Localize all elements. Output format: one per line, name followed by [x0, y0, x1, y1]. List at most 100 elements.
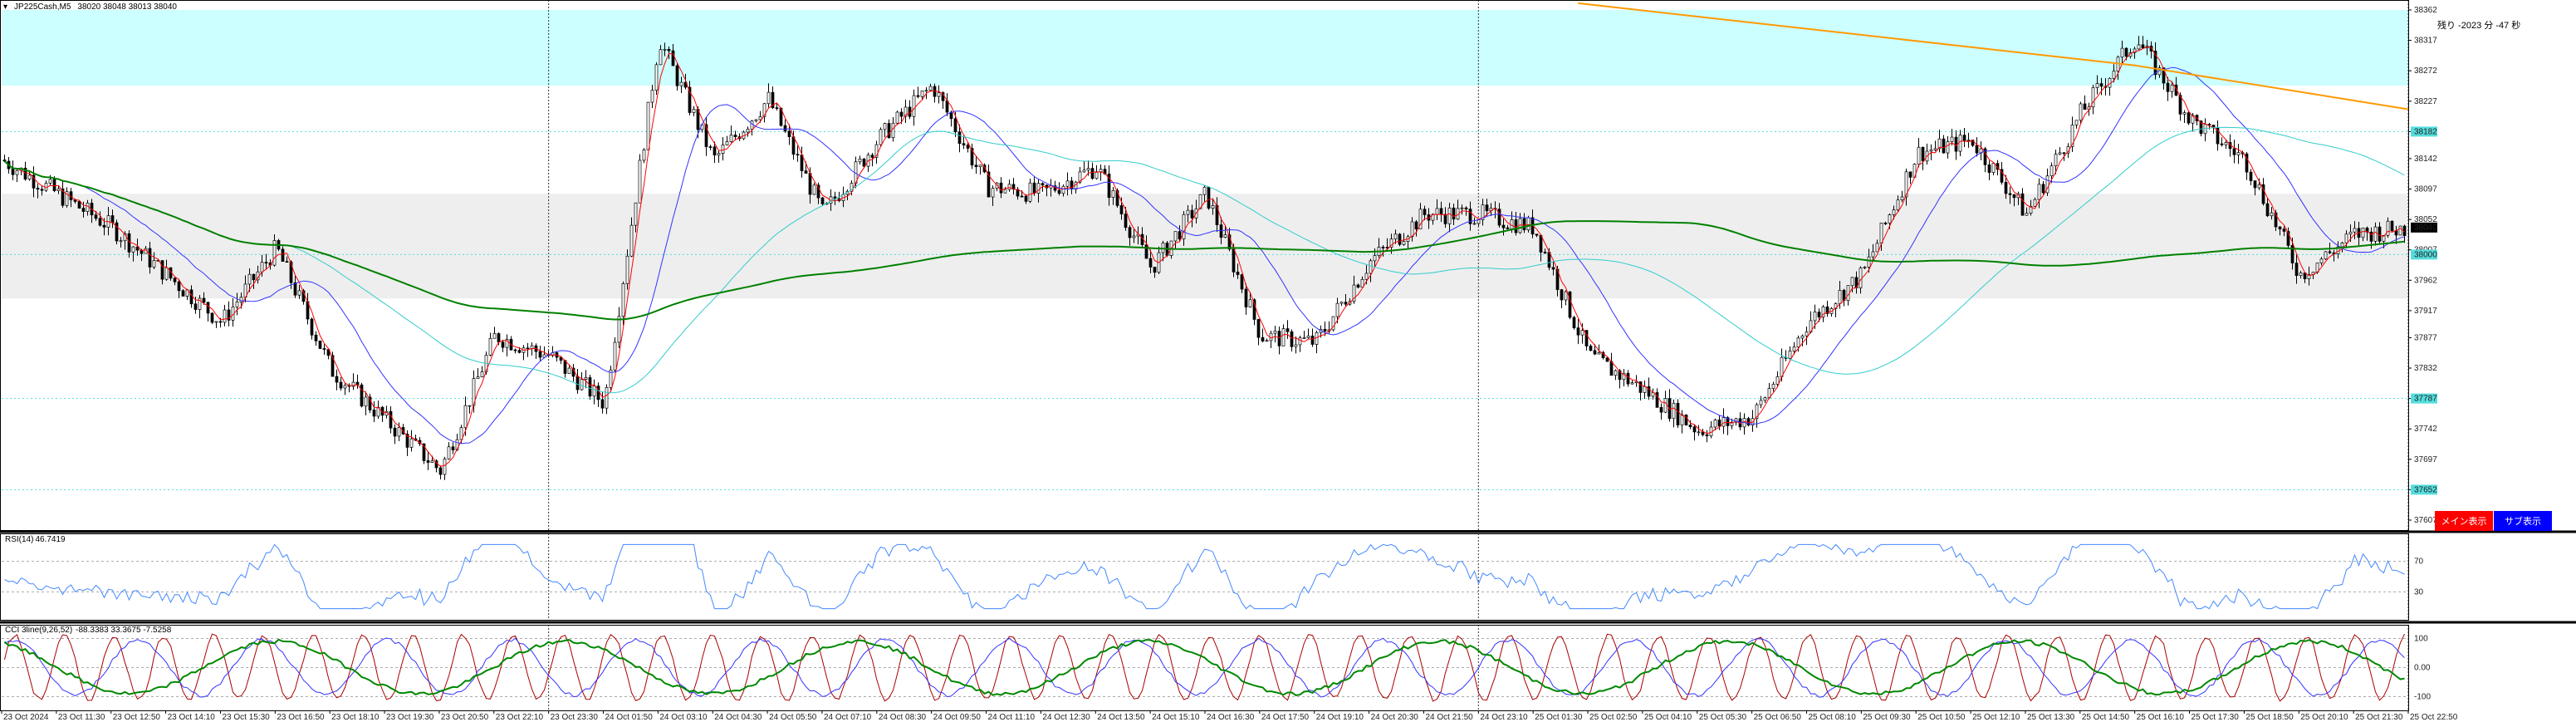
- candle-body: [2386, 220, 2390, 236]
- candle-body: [463, 405, 468, 429]
- candle-body: [1796, 337, 1800, 348]
- candle-body: [978, 165, 982, 168]
- candle-body: [1780, 356, 1784, 377]
- candle-body: [1090, 168, 1095, 179]
- candle-body: [127, 233, 131, 253]
- candle-body: [1614, 370, 1618, 376]
- candle-body: [2348, 231, 2353, 235]
- level-price-label: 37652: [2414, 485, 2437, 494]
- candle-body: [1676, 402, 1680, 425]
- chart-menu-icon[interactable]: ▾: [3, 2, 8, 12]
- price-tick-label: 37832: [2414, 364, 2437, 373]
- candle-body: [642, 150, 646, 161]
- candle-body: [858, 158, 862, 163]
- candle-body: [1643, 386, 1647, 393]
- shaded-zone: [2, 10, 2408, 86]
- ohlc-label: 38020 38048 38013 38040: [77, 2, 177, 12]
- candle-body: [1173, 231, 1178, 242]
- cci-panel[interactable]: [2, 625, 2409, 710]
- candle-body: [1896, 199, 1900, 210]
- candle-body: [671, 50, 675, 66]
- candle-body: [808, 173, 812, 195]
- candle-body: [285, 261, 289, 263]
- time-tick-label: 23 Oct 2024: [3, 713, 49, 722]
- candle-body: [1655, 392, 1659, 408]
- candle-body: [1261, 336, 1265, 341]
- candle-body: [2029, 205, 2033, 214]
- candle-body: [389, 410, 393, 429]
- candle-body: [1560, 289, 1564, 301]
- candle-body: [322, 348, 326, 350]
- candle-body: [2224, 142, 2228, 145]
- sub-view-button[interactable]: サブ表示: [2494, 511, 2552, 531]
- candle-body: [1859, 268, 1863, 288]
- time-tick-label: 25 Oct 08:10: [1809, 713, 1857, 722]
- candle-body: [1572, 317, 1576, 328]
- candle-body: [1622, 372, 1626, 381]
- current-price-box: [2411, 222, 2437, 233]
- ma-orange-line: [1578, 2, 2409, 111]
- candle-body: [318, 340, 322, 349]
- current-price-label: 38040: [2414, 223, 2437, 233]
- candle-body: [173, 278, 177, 282]
- candle-body: [239, 297, 243, 302]
- candle-body: [2191, 115, 2195, 124]
- candle-body: [804, 170, 808, 174]
- candle-body: [281, 248, 285, 263]
- candle-body: [1082, 169, 1086, 173]
- time-tick-label: 25 Oct 06:50: [1754, 713, 1802, 722]
- candle-body: [1597, 351, 1601, 355]
- main-view-button[interactable]: メイン表示: [2435, 511, 2493, 531]
- candle-body: [360, 384, 364, 407]
- time-tick-label: 25 Oct 18:50: [2245, 713, 2294, 722]
- candle-body: [1124, 214, 1128, 228]
- cci-header: CCI 3line(9,26,52) -88.3383 33.3675 -7.5…: [5, 626, 171, 635]
- time-tick-label: 25 Oct 21:30: [2355, 713, 2403, 722]
- price-panel[interactable]: [2, 0, 2409, 530]
- candle-body: [2369, 231, 2373, 242]
- candle-body: [613, 341, 617, 371]
- candle-body: [2257, 184, 2261, 189]
- candle-body: [61, 188, 65, 206]
- time-tick-label: 25 Oct 04:10: [1644, 713, 1692, 722]
- candle-body: [1443, 214, 1447, 224]
- candle-body: [2095, 83, 2099, 88]
- candle-body: [746, 128, 750, 133]
- time-axis: 23 Oct 2024 23 Oct 11:30 23 Oct 12:50 23 Oc…: [1, 710, 2458, 722]
- candle-body: [289, 261, 293, 283]
- symbol-label: JP225Cash,M5: [14, 2, 71, 12]
- candle-body: [1016, 189, 1020, 197]
- candle-body: [252, 273, 256, 281]
- price-tick-label: 37877: [2414, 333, 2437, 342]
- candle-body: [1551, 267, 1555, 270]
- candle-body: [247, 273, 252, 285]
- candle-body: [272, 240, 277, 266]
- candle-body: [480, 371, 484, 377]
- candle-body: [2141, 44, 2145, 49]
- candle-body: [2290, 245, 2294, 263]
- candle-body: [32, 174, 36, 189]
- candle-body: [1759, 400, 1763, 405]
- candle-body: [870, 155, 874, 158]
- candle-body: [102, 224, 106, 228]
- candle-body: [559, 356, 563, 361]
- cci-label: CCI 3line(9,26,52): [5, 626, 73, 635]
- rsi-panel[interactable]: [2, 533, 2409, 620]
- candle-body: [575, 376, 580, 390]
- candle-body: [1867, 256, 1871, 268]
- candle-body: [887, 123, 891, 138]
- ma-fast-line: [4, 46, 2405, 467]
- candle-body: [2182, 112, 2187, 115]
- candle-body: [1825, 306, 1829, 314]
- candle-body: [1771, 384, 1775, 389]
- candle-body: [1921, 146, 1925, 162]
- time-tick-label: 23 Oct 22:10: [496, 713, 544, 722]
- candle-body: [1838, 289, 1842, 304]
- time-tick-label: 25 Oct 01:30: [1535, 713, 1583, 722]
- time-tick-label: 24 Oct 09:50: [933, 713, 982, 722]
- candle-body: [783, 125, 787, 132]
- candle-body: [982, 165, 987, 173]
- time-tick-label: 25 Oct 05:30: [1699, 713, 1747, 722]
- candle-body: [260, 262, 264, 273]
